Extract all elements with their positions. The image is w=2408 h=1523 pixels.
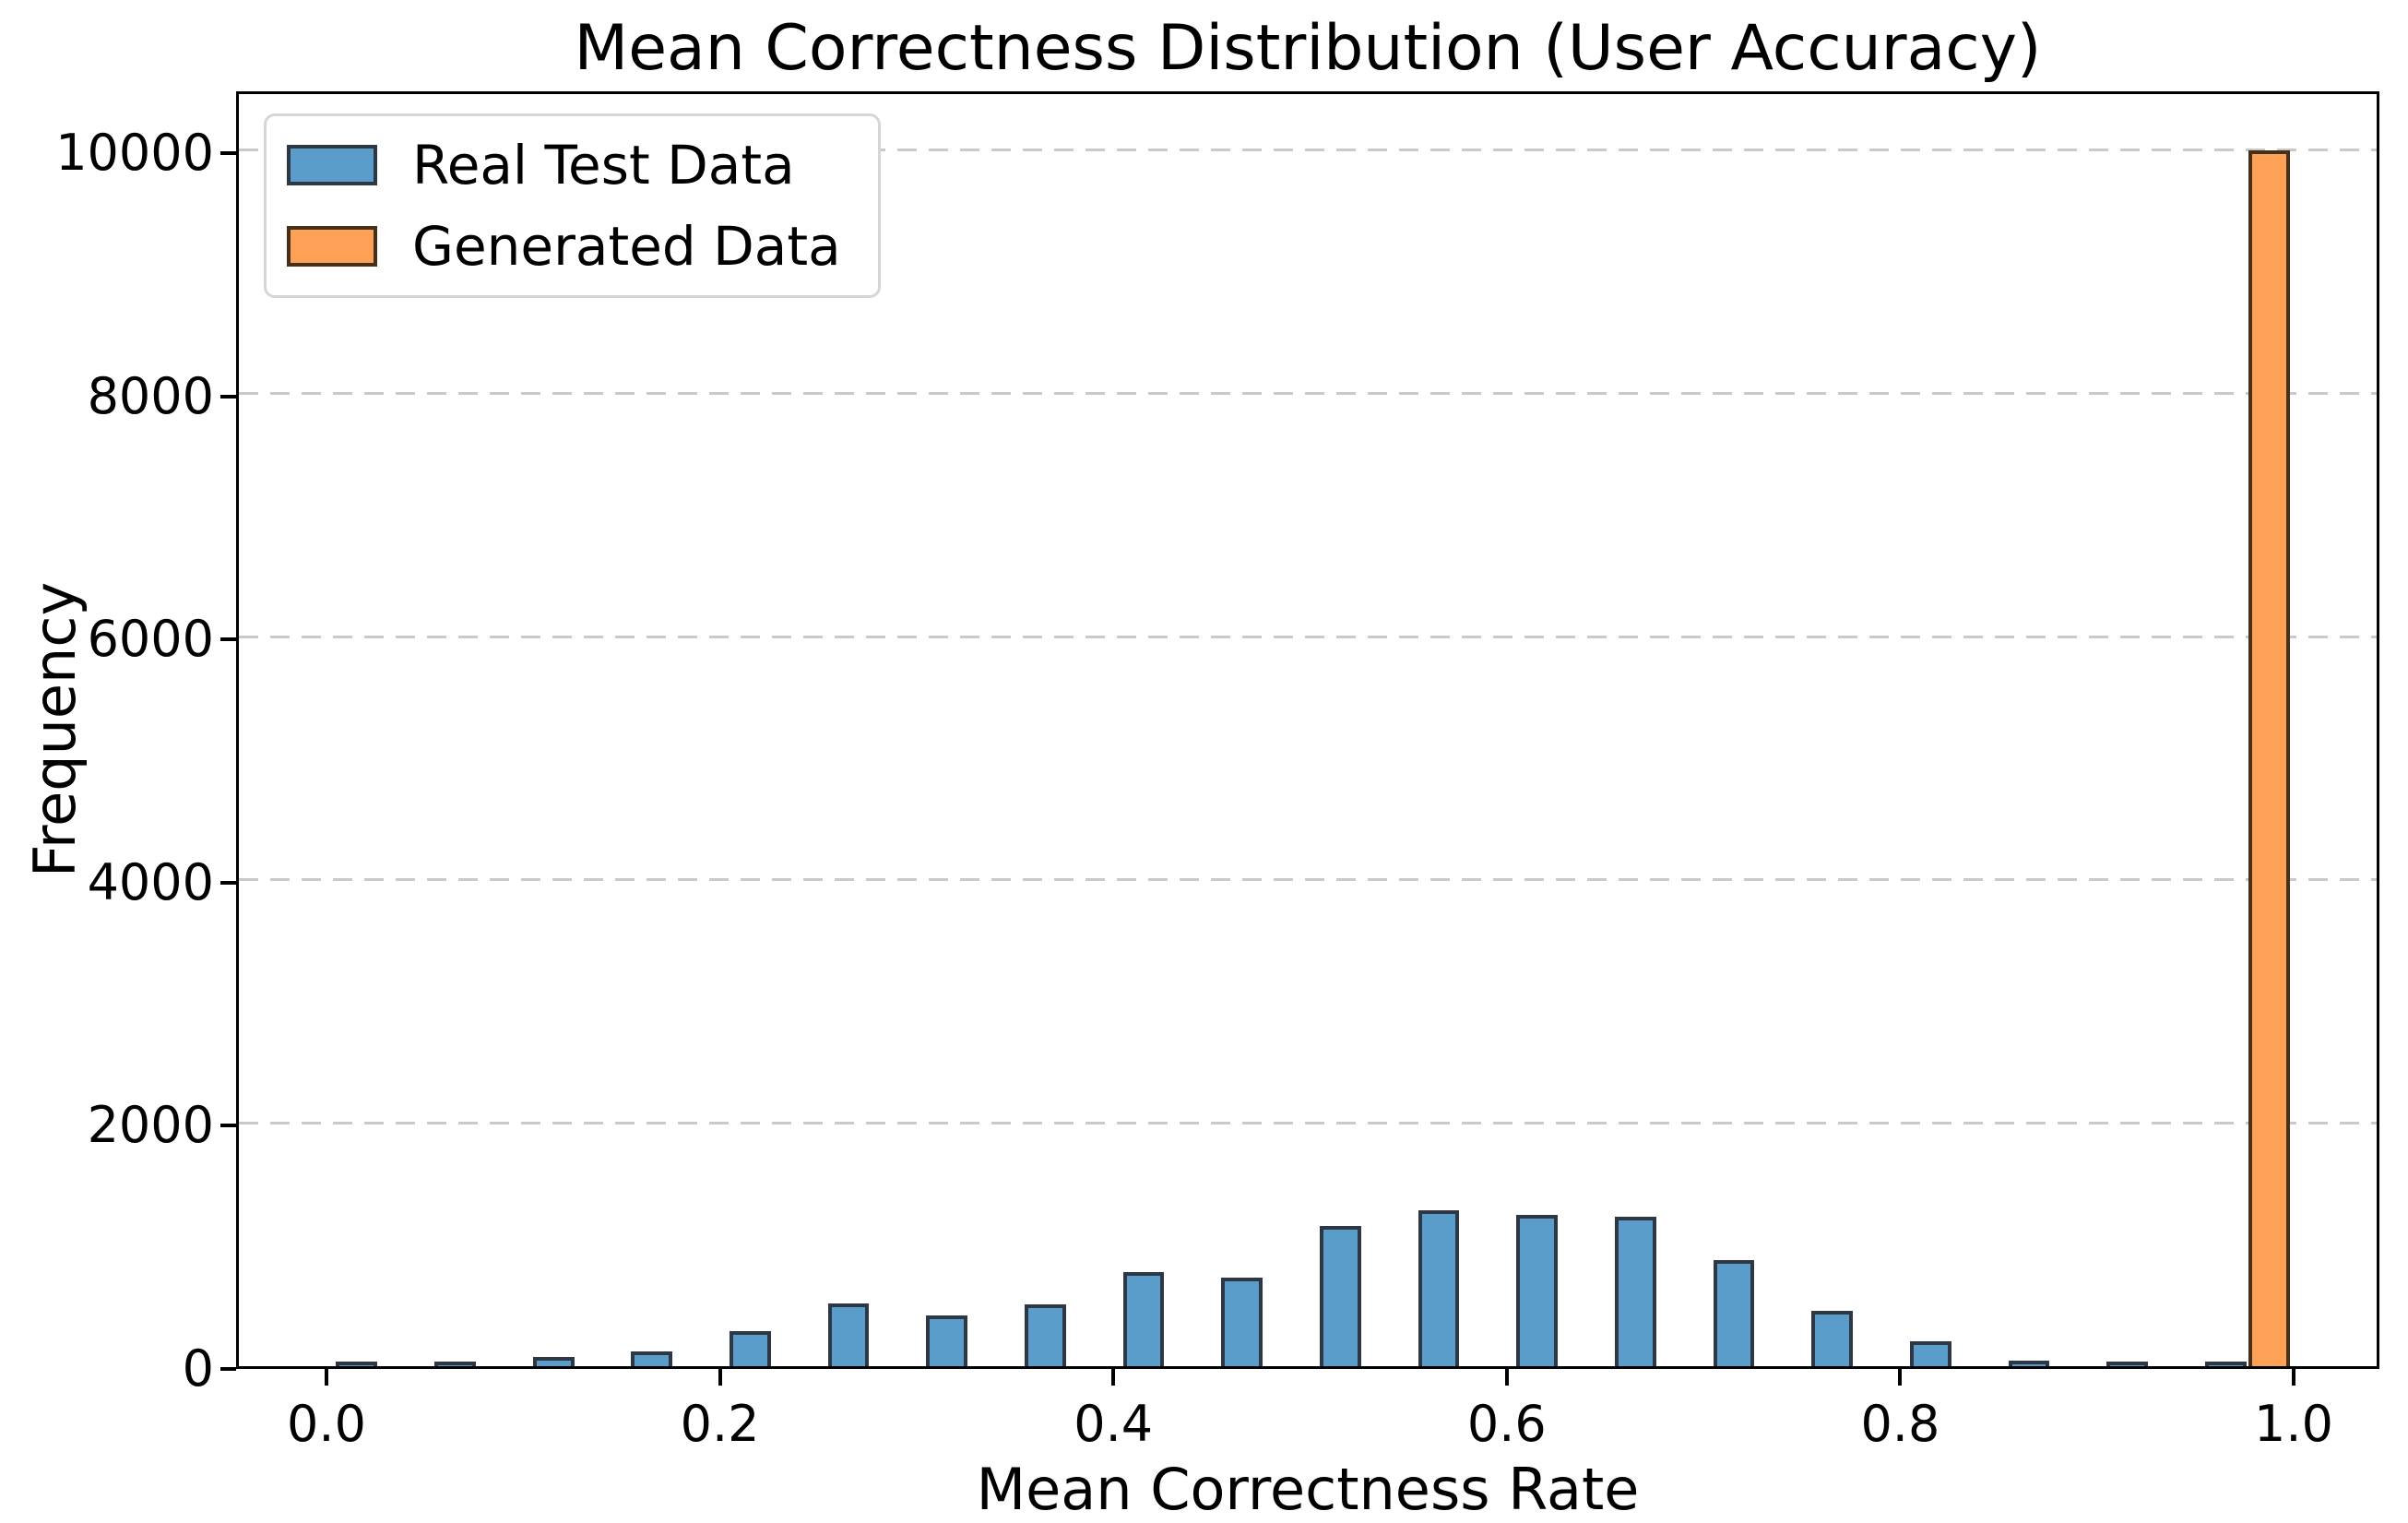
y-axis-label: Frequency: [21, 581, 89, 878]
x-tick-0.4: [1111, 1369, 1116, 1386]
gridline-y-4000: [239, 878, 2377, 882]
histogram-bar-real-4: [730, 1330, 771, 1366]
histogram-bar-real-0: [336, 1362, 378, 1366]
histogram-bar-real-19: [2204, 1362, 2247, 1366]
legend-swatch-generated-data: [287, 226, 377, 267]
x-tick-label-0.4: 0.4: [1074, 1395, 1154, 1453]
x-tick-label-0.0: 0.0: [287, 1395, 366, 1453]
legend-label-real-test-data: Real Test Data: [412, 134, 795, 196]
histogram-bar-real-12: [1516, 1214, 1559, 1366]
legend-item-generated-data: Generated Data: [287, 216, 841, 277]
y-tick-label-4000: 4000: [87, 852, 214, 911]
y-tick-label-2000: 2000: [87, 1096, 214, 1155]
histogram-bar-real-2: [532, 1357, 575, 1366]
legend-item-real-test-data: Real Test Data: [287, 135, 841, 196]
y-tick-0: [220, 1367, 236, 1371]
y-tick-2000: [220, 1124, 236, 1128]
x-tick-label-1.0: 1.0: [2254, 1395, 2333, 1453]
histogram-bar-generated-0: [2248, 149, 2290, 1366]
x-tick-0.2: [718, 1369, 722, 1386]
gridline-y-10000: [239, 149, 2377, 152]
y-tick-label-6000: 6000: [87, 610, 214, 669]
legend-swatch-real-test-data: [287, 145, 377, 185]
x-tick-0.0: [325, 1369, 328, 1386]
x-tick-label-0.8: 0.8: [1860, 1395, 1940, 1453]
y-tick-label-10000: 10000: [55, 123, 214, 182]
histogram-bar-real-17: [2008, 1361, 2050, 1366]
x-tick-0.6: [1504, 1369, 1509, 1386]
histogram-bar-real-15: [1811, 1311, 1853, 1366]
histogram-bar-real-3: [631, 1351, 673, 1366]
x-tick-label-0.2: 0.2: [680, 1395, 760, 1453]
gridline-y-8000: [239, 392, 2377, 396]
histogram-bar-real-11: [1418, 1209, 1460, 1366]
histogram-bar-real-16: [1909, 1340, 1951, 1366]
histogram-bar-real-9: [1221, 1278, 1263, 1366]
y-tick-label-8000: 8000: [87, 366, 214, 425]
histogram-bar-real-5: [827, 1303, 870, 1366]
y-tick-4000: [220, 880, 236, 885]
y-tick-10000: [220, 150, 236, 155]
x-axis-label: Mean Correctness Rate: [976, 1456, 1640, 1523]
x-tick-label-0.6: 0.6: [1466, 1395, 1547, 1453]
histogram-bar-real-18: [2106, 1362, 2148, 1366]
x-tick-0.8: [1898, 1369, 1903, 1386]
plot-area: Real Test Data Generated Data: [236, 91, 2379, 1369]
y-tick-8000: [220, 394, 236, 399]
histogram-bar-real-14: [1713, 1259, 1755, 1366]
histogram-bar-real-10: [1319, 1226, 1361, 1366]
histogram-bar-real-13: [1614, 1216, 1656, 1366]
y-tick-6000: [220, 637, 236, 642]
legend-label-generated-data: Generated Data: [412, 215, 841, 278]
legend: Real Test Data Generated Data: [264, 113, 881, 298]
histogram-bar-real-1: [434, 1362, 476, 1366]
x-tick-1.0: [2292, 1369, 2295, 1386]
histogram-bar-real-7: [1025, 1304, 1066, 1366]
chart-title: Mean Correctness Distribution (User Accu…: [574, 12, 2042, 85]
gridline-y-2000: [239, 1121, 2377, 1124]
histogram-bar-real-6: [926, 1315, 968, 1366]
y-tick-label-0: 0: [182, 1339, 214, 1398]
histogram-bar-real-8: [1122, 1271, 1165, 1366]
gridline-y-6000: [239, 635, 2377, 638]
